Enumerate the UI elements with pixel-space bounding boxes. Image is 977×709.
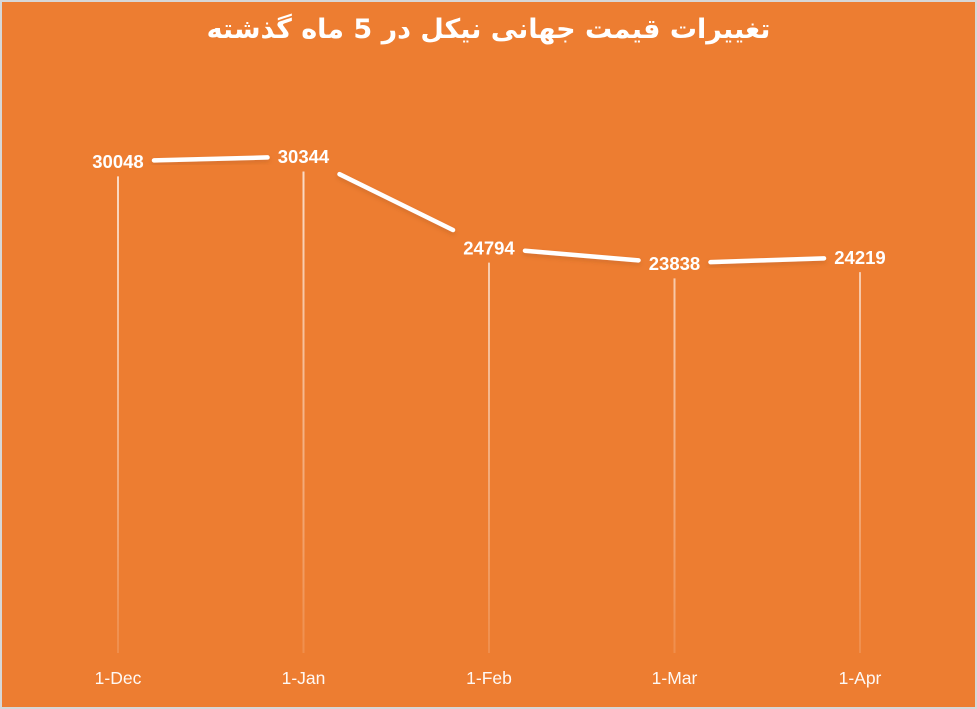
chart-title: تغییرات قیمت جهانی نیکل در 5 ماه گذشته	[206, 14, 771, 45]
x-axis-label: 1-Mar	[652, 668, 698, 688]
data-label: 23838	[649, 253, 700, 274]
data-label: 24794	[463, 237, 515, 258]
line-segment	[151, 155, 270, 163]
data-label: 30344	[278, 146, 330, 167]
data-label: 24219	[834, 247, 885, 268]
x-axis-label: 1-Feb	[466, 668, 512, 688]
x-axis-label: 1-Jan	[282, 668, 326, 688]
line-segment	[708, 256, 827, 265]
x-axis-label: 1-Dec	[95, 668, 142, 688]
line-segment	[337, 171, 456, 233]
line-segment	[522, 248, 641, 263]
data-label: 30048	[92, 151, 143, 172]
x-axis-label: 1-Apr	[839, 668, 882, 688]
